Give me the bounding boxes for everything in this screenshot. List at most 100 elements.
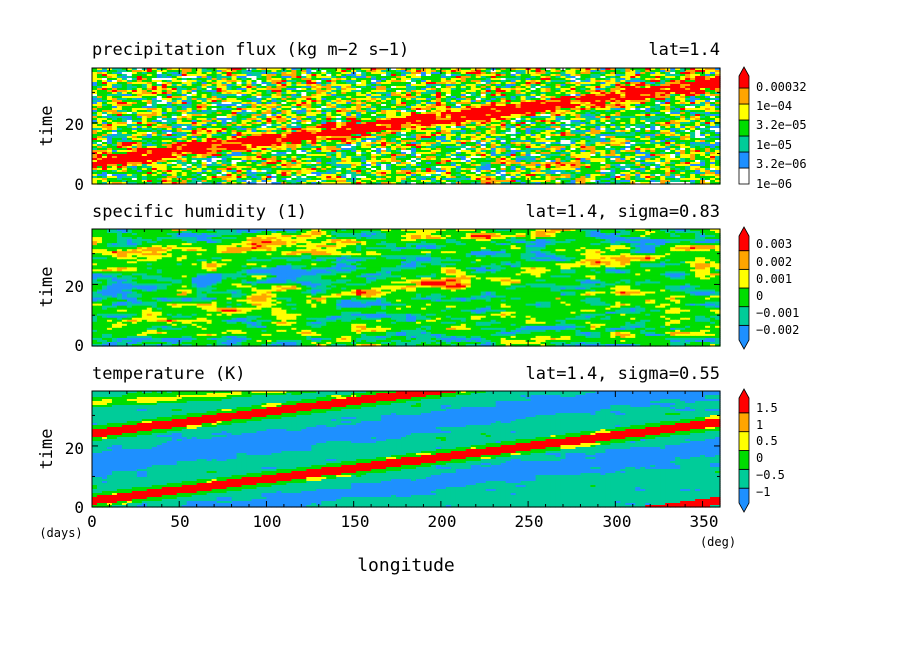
heatmap-cell <box>535 78 542 81</box>
heatmap-cell <box>460 84 467 87</box>
heatmap-cell <box>316 74 322 77</box>
heatmap-cell <box>291 80 297 83</box>
heatmap-cell <box>450 70 457 73</box>
heatmap-cell <box>241 72 248 75</box>
heatmap-cell <box>226 72 233 75</box>
heatmap-cell <box>361 74 367 77</box>
heatmap-cell <box>366 84 372 87</box>
heatmap-cell <box>256 76 263 79</box>
heatmap-cell <box>605 82 611 85</box>
heatmap-cell <box>430 80 437 83</box>
heatmap-cell <box>610 76 616 79</box>
heatmap-cell <box>620 82 626 85</box>
heatmap-cell <box>221 72 228 75</box>
heatmap-cell <box>700 76 706 79</box>
heatmap-cell <box>595 74 601 77</box>
heatmap-cell <box>261 68 268 71</box>
heatmap-cell <box>211 80 218 83</box>
heatmap-cell <box>146 84 153 87</box>
heatmap-cell <box>231 72 238 75</box>
heatmap-cell <box>196 74 203 77</box>
heatmap-cell <box>191 74 198 77</box>
heatmap-cell <box>271 76 278 79</box>
heatmap-cell <box>201 74 208 77</box>
heatmap-cell <box>695 76 701 79</box>
heatmap-cell <box>590 70 596 73</box>
heatmap-cell <box>141 70 148 73</box>
heatmap-cell <box>640 72 646 75</box>
heatmap-cell <box>655 72 661 75</box>
heatmap-cell <box>610 80 616 83</box>
heatmap-cell <box>321 68 327 71</box>
heatmap-cell <box>540 68 547 71</box>
heatmap-cell <box>396 68 402 71</box>
heatmap-cell <box>650 78 656 81</box>
heatmap-cell <box>141 80 148 83</box>
heatmap-cell <box>306 80 312 83</box>
heatmap-cell <box>221 68 228 71</box>
heatmap-cell <box>381 84 387 87</box>
heatmap-cell <box>241 76 248 79</box>
heatmap-cell <box>695 68 701 71</box>
heatmap-cell <box>570 82 577 85</box>
heatmap-cell <box>401 84 407 87</box>
heatmap-cell <box>620 72 626 75</box>
heatmap-cell <box>101 74 108 77</box>
heatmap-cell <box>555 84 562 87</box>
heatmap-cell <box>321 86 327 89</box>
heatmap-cell <box>316 78 322 81</box>
heatmap-cell <box>445 82 452 85</box>
heatmap-cell <box>351 80 357 83</box>
heatmap-cell <box>630 82 636 85</box>
heatmap-cell <box>430 86 437 89</box>
heatmap-cell <box>216 80 223 83</box>
heatmap-cell <box>550 70 557 73</box>
heatmap-cell <box>590 84 596 87</box>
heatmap-cell <box>166 68 173 71</box>
heatmap-cell <box>445 70 452 73</box>
heatmap-cell <box>276 82 282 85</box>
heatmap-cell <box>111 76 118 79</box>
heatmap-cell <box>510 80 517 83</box>
heatmap-cell <box>236 76 243 79</box>
heatmap-cell <box>246 86 253 89</box>
heatmap-cell <box>680 80 686 83</box>
heatmap-cell <box>560 70 567 73</box>
heatmap-cell <box>136 72 143 75</box>
heatmap-cell <box>625 84 631 87</box>
heatmap-cell <box>341 72 347 75</box>
heatmap-cell <box>261 78 268 81</box>
heatmap-cell <box>331 82 337 85</box>
heatmap-cell <box>545 84 552 87</box>
heatmap-cell <box>351 76 357 79</box>
heatmap-cell <box>640 84 646 87</box>
heatmap-cell <box>256 68 263 71</box>
heatmap-cell <box>580 68 587 71</box>
heatmap-cell <box>226 86 233 89</box>
heatmap-cell <box>331 72 337 75</box>
heatmap-cell <box>251 84 258 87</box>
heatmap-cell <box>316 72 322 75</box>
heatmap-cell <box>346 86 352 89</box>
heatmap-cell <box>675 74 681 77</box>
heatmap-cell <box>216 74 223 77</box>
heatmap-cell <box>540 72 547 75</box>
heatmap-cell <box>415 78 422 81</box>
heatmap-cell <box>645 70 651 73</box>
heatmap-cell <box>425 84 432 87</box>
heatmap-cell <box>515 80 522 83</box>
heatmap-cell <box>555 74 562 77</box>
heatmap-cell <box>396 80 402 83</box>
heatmap-cell <box>301 78 307 81</box>
heatmap-cell <box>381 82 387 85</box>
heatmap-cell <box>236 74 243 77</box>
heatmap-cell <box>356 86 362 89</box>
heatmap-cell <box>126 68 133 71</box>
heatmap-cell <box>715 82 721 85</box>
heatmap-cell <box>246 84 253 87</box>
heatmap-cell <box>680 68 686 71</box>
heatmap-cell <box>425 68 432 71</box>
heatmap-cell <box>440 72 447 75</box>
heatmap-cell <box>425 70 432 73</box>
heatmap-cell <box>515 72 522 75</box>
